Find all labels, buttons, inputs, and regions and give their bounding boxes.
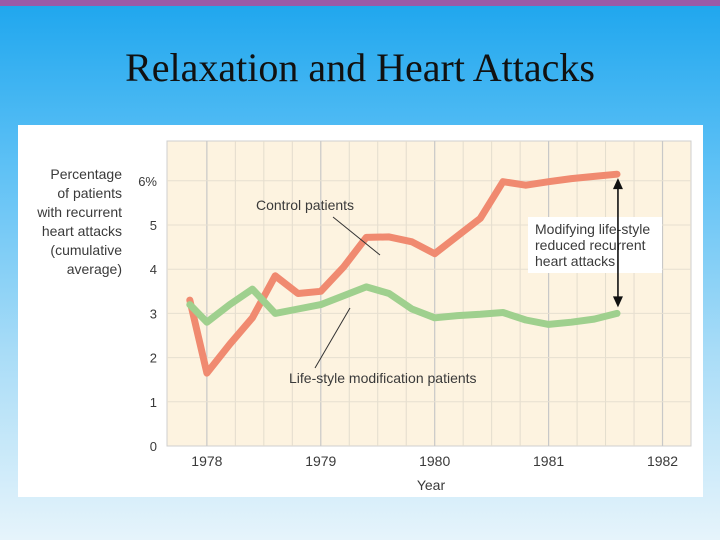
y-tick-label: 0 [150, 439, 157, 454]
y-tick-label: 5 [150, 218, 157, 233]
x-tick-label: 1979 [305, 453, 336, 469]
gap-arrow-head-down [612, 296, 623, 308]
slide-title: Relaxation and Heart Attacks [125, 45, 595, 90]
leader-line-control [332, 216, 381, 256]
y-axis-label: Percentage of patients with recurrent heart… [36, 166, 122, 277]
y-axis-label-line: heart attacks [42, 223, 122, 239]
line-chart: Percentage of patients with recurrent heart… [36, 140, 692, 493]
gap-arrow-head-up [612, 178, 623, 190]
x-tick-label: 1982 [647, 453, 678, 469]
x-tick-label: 1978 [191, 453, 222, 469]
y-tick-label: 3 [150, 306, 157, 321]
annotation-reduction-line: reduced recurrent [535, 237, 646, 253]
top-accent-stripe [0, 0, 720, 6]
x-tick-labels: 1978 1979 1980 1981 1982 [191, 453, 678, 469]
annotation-lifestyle-patients: Life-style modification patients [289, 370, 477, 386]
y-axis-label-line: of patients [57, 185, 122, 201]
annotation-box [528, 217, 662, 273]
y-tick-labels: 0 1 2 3 4 5 6% [138, 174, 157, 454]
y-tick-label: 4 [150, 262, 157, 277]
y-tick-label: 6% [138, 174, 157, 189]
x-tick-label: 1980 [419, 453, 450, 469]
x-tick-label: 1981 [533, 453, 564, 469]
chart-panel: Percentage of patients with recurrent heart… [18, 125, 703, 497]
annotation-reduction-line: Modifying life-style [535, 221, 650, 237]
control-patients-line [186, 170, 621, 377]
annotation-control-patients: Control patients [256, 197, 354, 213]
y-axis-label-line: (cumulative [50, 242, 122, 258]
y-tick-label: 1 [150, 395, 157, 410]
lifestyle-modification-line [186, 283, 621, 328]
y-tick-label: 2 [150, 351, 157, 366]
y-axis-label-line: average) [67, 261, 122, 277]
annotation-layer: Control patients Life-style modification … [256, 178, 662, 386]
grid-layer [167, 141, 691, 446]
x-axis-label: Year [417, 477, 446, 493]
leader-line-lifestyle [314, 307, 351, 369]
series-layer [186, 170, 621, 377]
y-axis-label-line: Percentage [50, 166, 122, 182]
annotation-reduction-line: heart attacks [535, 253, 615, 269]
y-axis-label-line: with recurrent [36, 204, 122, 220]
